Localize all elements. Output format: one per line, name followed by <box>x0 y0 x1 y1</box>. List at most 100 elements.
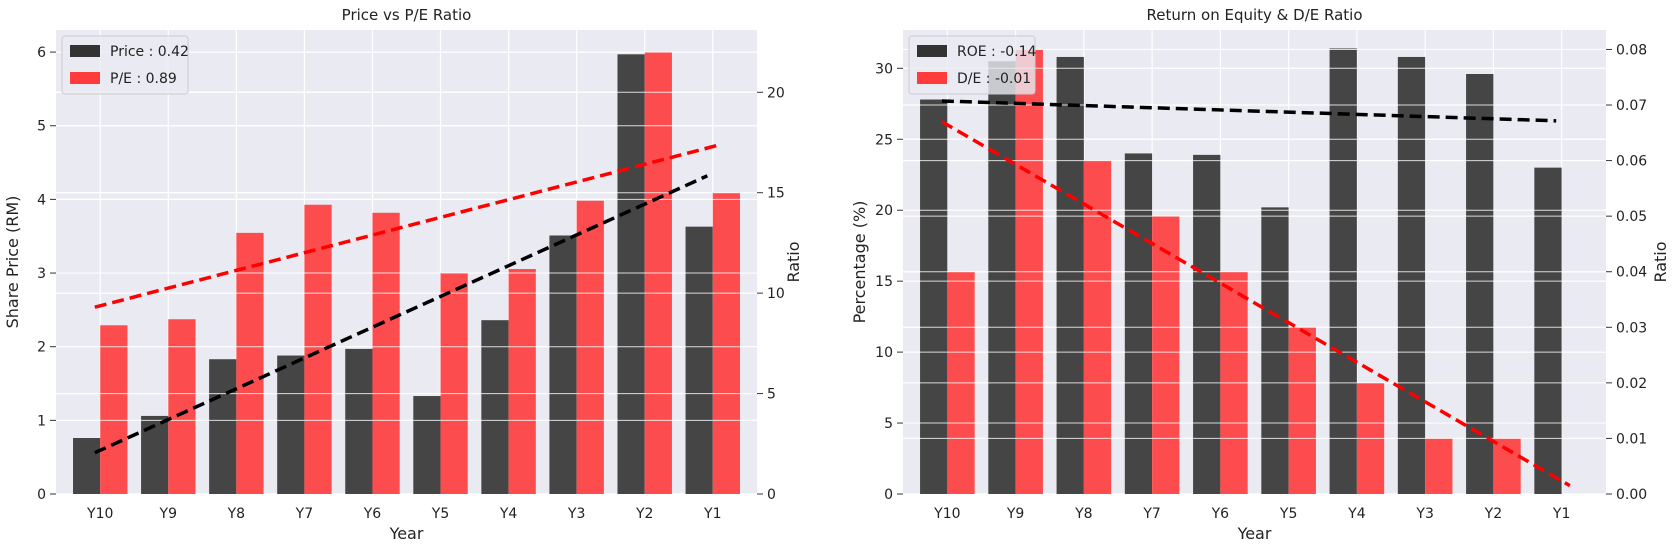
price-pe-chart: 0 1 2 3 4 5 6 0 5 10 15 20 Y10 Y9 Y8 Y7 Y6 Y5 Y4 Y3 Y2 Y1 Pri… <box>3 6 803 543</box>
bar-left-series <box>481 320 509 494</box>
x-tick-label: Y4 <box>1347 506 1366 522</box>
y2-tick-label: 0.02 <box>1616 376 1647 392</box>
bar-right-series <box>236 232 264 495</box>
y-axis-label: Percentage (%) <box>850 201 869 324</box>
x-axis-label: Year <box>389 524 424 543</box>
roe-de-chart: 0 5 10 15 20 25 30 0.00 0.01 0.02 0.03 0.04 0.05 0.06… <box>850 6 1670 543</box>
trendlines <box>941 99 1571 488</box>
legend-label-de: D/E : -0.01 <box>957 71 1031 87</box>
bar-right-series <box>576 200 604 494</box>
y-tick-label: 20 <box>875 203 893 219</box>
x-tick-label: Y3 <box>1415 506 1433 522</box>
bar-right-series <box>168 319 196 494</box>
legend-label-roe: ROE : -0.14 <box>957 44 1037 60</box>
legend: ROE : -0.14 D/E : -0.01 <box>908 35 1037 95</box>
bar-left-series <box>617 54 645 495</box>
bar-right-series <box>440 273 468 494</box>
x-tick-label: Y2 <box>635 506 653 522</box>
bar-right-series <box>372 212 400 494</box>
y-tick-label: 0 <box>884 487 893 503</box>
x-tick-label: Y8 <box>1074 506 1092 522</box>
y2-tick-label: 0.01 <box>1616 431 1647 447</box>
y2-tick-label: 0.05 <box>1616 209 1647 225</box>
y-tick-label: 25 <box>875 132 893 148</box>
y-tick-label: 0 <box>37 487 46 503</box>
tick-labels: 0 1 2 3 4 5 6 0 5 10 15 20 Y10 Y9 Y8 Y7 Y6 Y5 Y4 Y3 Y2 Y1 <box>37 45 785 522</box>
y2-tick-label: 0.06 <box>1616 154 1647 170</box>
y2-tick-label: 0 <box>767 487 776 503</box>
bar-left-series <box>1397 56 1426 495</box>
y2-axis-label: Ratio <box>1651 241 1670 282</box>
legend-swatch-roe <box>917 45 947 57</box>
x-tick-label: Y4 <box>499 506 518 522</box>
bar-right-series <box>508 269 536 494</box>
x-tick-label: Y6 <box>363 506 382 522</box>
y-tick-label: 5 <box>884 416 893 432</box>
y-tick-label: 6 <box>37 45 46 61</box>
legend-label-price: Price : 0.42 <box>110 44 189 60</box>
x-tick-label: Y5 <box>1279 506 1297 522</box>
bar-right-series <box>1425 438 1453 494</box>
trendline-left-series <box>94 174 709 455</box>
x-tick-label: Y6 <box>1211 506 1230 522</box>
x-axis-label: Year <box>1237 524 1272 543</box>
bar-left-series <box>685 226 713 494</box>
bar-left-series <box>209 359 237 494</box>
y-tick-label: 30 <box>875 61 893 77</box>
tick-labels: 0 5 10 15 20 25 30 0.00 0.01 0.02 0.03 0.04 0.05 0.06… <box>875 42 1647 522</box>
bar-right-series <box>1288 327 1316 494</box>
legend: Price : 0.42 P/E : 0.89 <box>61 35 189 95</box>
bars <box>56 51 757 495</box>
y2-tick-label: 0.08 <box>1616 42 1647 58</box>
y-tick-label: 10 <box>875 345 893 361</box>
bar-right-series <box>100 325 128 494</box>
x-tick-label: Y3 <box>567 506 585 522</box>
x-tick-label: Y9 <box>1006 506 1024 522</box>
y-tick-label: 5 <box>37 119 46 135</box>
trendline-right-series <box>941 120 1571 488</box>
bar-left-series <box>920 99 948 494</box>
bar-left-series <box>141 415 169 494</box>
bar-left-series <box>413 396 441 494</box>
x-tick-label: Y8 <box>227 506 245 522</box>
bar-left-series <box>988 61 1016 494</box>
y2-tick-label: 10 <box>767 286 785 302</box>
x-tick-label: Y9 <box>159 506 177 522</box>
y-tick-label: 15 <box>875 274 893 290</box>
y2-tick-label: 20 <box>767 85 785 101</box>
x-tick-label: Y2 <box>1484 506 1502 522</box>
x-tick-label: Y1 <box>703 506 721 522</box>
bars <box>903 48 1606 495</box>
bar-left-series <box>1534 167 1562 494</box>
bar-left-series <box>345 348 373 494</box>
legend-label-pe: P/E : 0.89 <box>110 71 177 87</box>
x-tick-label: Y7 <box>295 506 313 522</box>
bar-left-series <box>1261 207 1289 494</box>
bar-right-series <box>1152 216 1180 494</box>
y-tick-label: 4 <box>37 192 46 208</box>
bar-left-series <box>1329 48 1357 495</box>
chart-title: Price vs P/E Ratio <box>342 6 472 24</box>
bar-left-series <box>1466 73 1494 495</box>
bar-left-series <box>73 438 101 494</box>
bar-right-series <box>1493 438 1521 494</box>
trendline-left-series <box>941 99 1557 123</box>
x-tick-label: Y10 <box>933 506 960 522</box>
y2-tick-label: 5 <box>767 387 776 403</box>
legend-swatch-de <box>917 72 947 84</box>
bar-left-series <box>1193 154 1221 494</box>
trendlines <box>94 142 722 455</box>
x-tick-label: Y10 <box>86 506 113 522</box>
y2-tick-label: 0.07 <box>1616 98 1647 114</box>
bar-left-series <box>1056 56 1084 495</box>
bar-left-series <box>549 235 577 494</box>
y-axis-label: Share Price (RM) <box>3 196 22 329</box>
y2-tick-label: 0.03 <box>1616 320 1647 336</box>
bar-left-series <box>1124 153 1153 495</box>
y-tick-label: 2 <box>37 340 46 356</box>
x-tick-label: Y1 <box>1552 506 1570 522</box>
y-tick-label: 3 <box>37 266 46 282</box>
legend-swatch-pe <box>70 72 100 84</box>
y2-axis-label: Ratio <box>784 241 803 282</box>
